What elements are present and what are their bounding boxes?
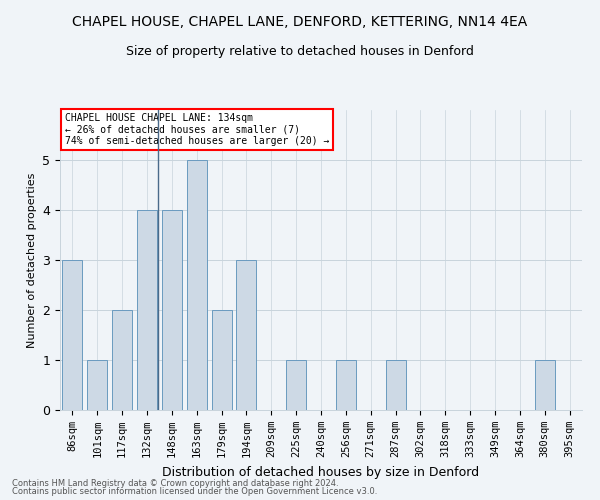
Bar xyxy=(535,360,554,410)
Text: CHAPEL HOUSE CHAPEL LANE: 134sqm
← 26% of detached houses are smaller (7)
74% of: CHAPEL HOUSE CHAPEL LANE: 134sqm ← 26% o… xyxy=(65,113,329,146)
Bar xyxy=(162,210,182,410)
Bar xyxy=(187,160,206,410)
Text: CHAPEL HOUSE, CHAPEL LANE, DENFORD, KETTERING, NN14 4EA: CHAPEL HOUSE, CHAPEL LANE, DENFORD, KETT… xyxy=(73,15,527,29)
Bar xyxy=(336,360,356,410)
Text: Contains HM Land Registry data © Crown copyright and database right 2024.: Contains HM Land Registry data © Crown c… xyxy=(12,478,338,488)
Text: Contains public sector information licensed under the Open Government Licence v3: Contains public sector information licen… xyxy=(12,487,377,496)
Y-axis label: Number of detached properties: Number of detached properties xyxy=(27,172,37,348)
Bar xyxy=(62,260,82,410)
Bar xyxy=(386,360,406,410)
Bar xyxy=(112,310,132,410)
Bar xyxy=(88,360,107,410)
Bar xyxy=(137,210,157,410)
Bar xyxy=(236,260,256,410)
Text: Size of property relative to detached houses in Denford: Size of property relative to detached ho… xyxy=(126,45,474,58)
Bar xyxy=(286,360,306,410)
Bar xyxy=(212,310,232,410)
X-axis label: Distribution of detached houses by size in Denford: Distribution of detached houses by size … xyxy=(163,466,479,478)
